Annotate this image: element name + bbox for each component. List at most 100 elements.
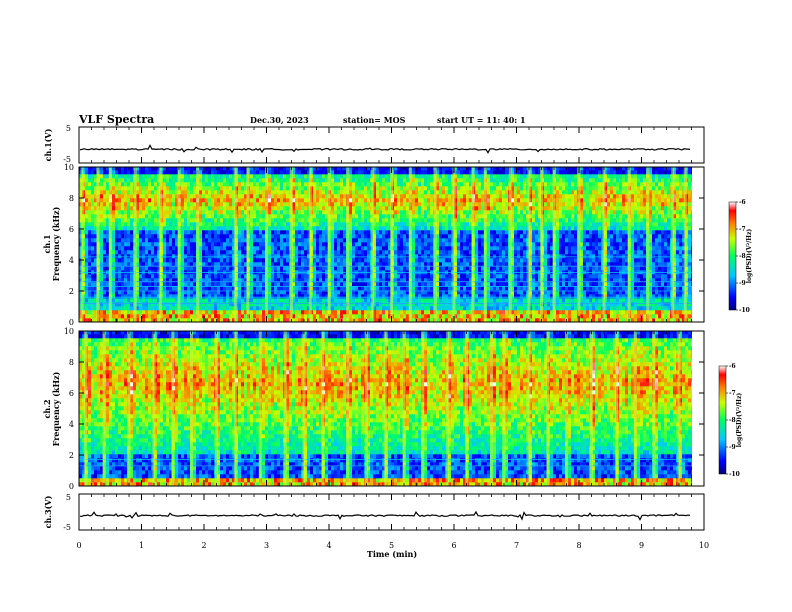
ch1-spectrogram-cell — [301, 310, 305, 315]
ch1-spectrogram-cell — [439, 258, 443, 263]
ch1-spectrogram-cell — [274, 218, 278, 223]
ch1-spectrogram-cell — [106, 167, 110, 171]
ch1-spectrogram-cell — [232, 302, 236, 307]
ch1-spectrogram-cell — [244, 226, 248, 231]
ch1-spectrogram-cell — [205, 170, 209, 175]
ch1-spectrogram-cell — [145, 250, 149, 255]
ch1-spectrogram-cell — [190, 238, 194, 243]
ch1-spectrogram-cell — [424, 238, 428, 243]
ch1-spectrogram-cell — [94, 246, 98, 251]
ch1-spectrogram-cell — [403, 206, 407, 211]
ch1-spectrogram-cell — [208, 170, 212, 175]
ch1-spectrogram-cell — [169, 242, 173, 247]
ch1-spectrogram-cell — [268, 306, 272, 311]
ch1-spectrogram-cell — [274, 242, 278, 247]
ch1-spectrogram-cell — [244, 274, 248, 279]
ch1-spectrogram-cell — [166, 198, 170, 203]
ch1-spectrogram-cell — [244, 202, 248, 207]
ch1-spectrogram-cell — [136, 218, 140, 223]
ch1-spectrogram-cell — [208, 282, 212, 287]
ch1-spectrogram-cell — [298, 246, 302, 251]
ch1-spectrogram-cell — [190, 254, 194, 259]
ch1-spectrogram-cell — [307, 258, 311, 263]
ch1-spectrogram-cell — [442, 226, 446, 231]
ch1-spectrogram-cell — [376, 302, 380, 307]
ch1-spectrogram-cell — [439, 178, 443, 183]
ch1-spectrogram-cell — [349, 310, 353, 315]
ch1-spectrogram-cell — [187, 310, 191, 315]
ch1-spectrogram-cell — [325, 210, 329, 215]
ch1-spectrogram-cell — [139, 278, 143, 283]
ch1-spectrogram-cell — [214, 210, 218, 215]
ch1-spectrogram-cell — [400, 298, 404, 303]
ch1-spectrogram-cell — [301, 210, 305, 215]
ch1-spectrogram-cell — [280, 214, 284, 219]
ch1-spectrogram-cell — [400, 230, 404, 235]
ch1-spectrogram-cell — [100, 250, 104, 255]
ch1-spectrogram-cell — [142, 194, 146, 199]
ch1-spectrogram-cell — [124, 242, 128, 247]
ch1-spectrogram-cell — [175, 234, 179, 239]
ch1-spectrogram-cell — [445, 246, 449, 251]
ch1-spectrogram-cell — [142, 198, 146, 203]
ch1-spectrogram-cell — [376, 290, 380, 295]
ch1-spectrogram-cell — [295, 242, 299, 247]
ch1-spectrogram-cell — [418, 294, 422, 299]
ch1-spectrogram-cell — [82, 238, 86, 243]
ch1-spectrogram-cell — [259, 294, 263, 299]
ch1-spectrogram-cell — [394, 182, 398, 187]
ch1-spectrogram-cell — [379, 198, 383, 203]
ch1-spectrogram-cell — [115, 238, 119, 243]
ch1-spectrogram-cell — [241, 194, 245, 199]
ch1-spectrogram-cell — [394, 282, 398, 287]
ch1-spectrogram-cell — [340, 274, 344, 279]
ch1-spectrogram-cell — [331, 246, 335, 251]
ch1-spectrogram-cell — [382, 306, 386, 311]
ch1-spectrogram-cell — [130, 186, 134, 191]
ch1-spectrogram-cell — [238, 266, 242, 271]
ch1-spectrogram-cell — [400, 214, 404, 219]
ch1-spectrogram-cell — [214, 234, 218, 239]
ch1-spectrogram-cell — [217, 290, 221, 295]
ch1-spectrogram-cell — [412, 174, 416, 179]
ch1-spectrogram-cell — [121, 302, 125, 307]
ch1-spectrogram-cell — [388, 198, 392, 203]
ch1-spectrogram-cell — [106, 262, 110, 267]
ch1-spectrogram-cell — [223, 298, 227, 303]
ch1-spectrogram-cell — [145, 182, 149, 187]
ch1-spectrogram-cell — [331, 302, 335, 307]
ch1-spectrogram-cell — [304, 290, 308, 295]
ch1-spectrogram-cell — [256, 194, 260, 199]
ch1-spectrogram-cell — [280, 198, 284, 203]
ch1-spectrogram-cell — [103, 230, 107, 235]
ch1-spectrogram-cell — [229, 194, 233, 199]
ch1-spectrogram-cell — [112, 230, 116, 235]
ch1-spectrogram-cell — [355, 230, 359, 235]
ch1-spectrogram-cell — [460, 218, 464, 223]
ch1-spectrogram-cell — [304, 234, 308, 239]
ch1-spectrogram-cell — [220, 206, 224, 211]
ch1-spectrogram-cell — [157, 194, 161, 199]
ch1-spectrogram-cell — [175, 182, 179, 187]
ch1-spectrogram-cell — [295, 194, 299, 199]
ch1-spectrogram-cell — [130, 314, 134, 319]
ch1-spectrogram-cell — [232, 170, 236, 175]
ch1-spectrogram-cell — [358, 234, 362, 239]
ch1-spectrogram-cell — [457, 262, 461, 267]
ch1-spectrogram-cell — [205, 194, 209, 199]
ch1-spectrogram-cell — [286, 186, 290, 191]
ch1-spectrogram-cell — [253, 202, 257, 207]
ch1-spectrogram-cell — [403, 214, 407, 219]
ch1-spectrogram-cell — [445, 234, 449, 239]
ch1-spectrogram-cell — [316, 174, 320, 179]
ch1-spectrogram-cell — [307, 202, 311, 207]
ch1-spectrogram-cell — [439, 298, 443, 303]
ch1-spectrogram-cell — [457, 198, 461, 203]
ch1-spectrogram-cell — [319, 170, 323, 175]
ch1-spectrogram-cell — [94, 306, 98, 311]
ch1-spectrogram-cell — [271, 202, 275, 207]
ch1-spectrogram-cell — [421, 226, 425, 231]
ch1-spectrogram-cell — [448, 246, 452, 251]
ch1-spectrogram-cell — [406, 242, 410, 247]
ch1-spectrogram-cell — [358, 206, 362, 211]
